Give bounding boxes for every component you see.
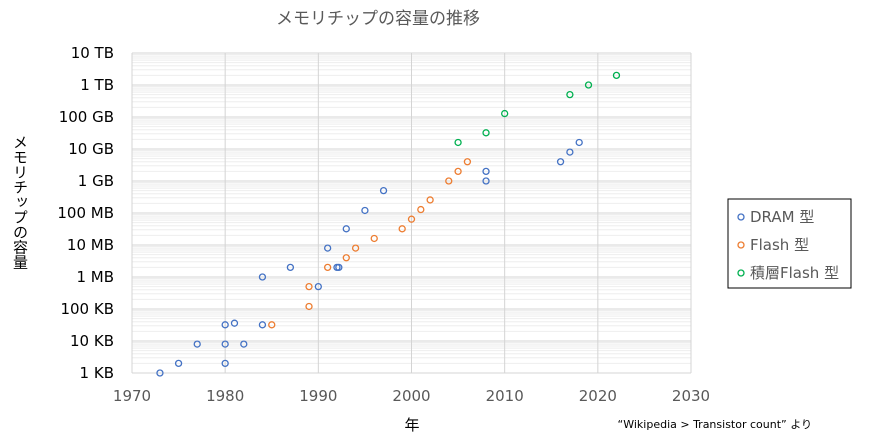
x-tick-label: 2000 xyxy=(392,387,430,405)
data-point xyxy=(417,205,425,214)
data-point xyxy=(258,321,267,329)
data-point xyxy=(174,359,183,368)
y-tick-label: 1 KB xyxy=(80,364,114,382)
source-note: “Wikipedia > Transistor count” より xyxy=(618,418,812,431)
x-tick-label: 2010 xyxy=(486,387,524,405)
data-point xyxy=(258,273,267,281)
data-point xyxy=(454,138,462,147)
data-point xyxy=(335,263,343,272)
y-tick-label: 1 GB xyxy=(78,172,114,190)
x-tick-labels: 1970 1980 1990 2000 2010 2020 2030 xyxy=(113,387,710,405)
data-point xyxy=(370,234,378,243)
data-point xyxy=(575,138,583,147)
y-tick-label: 10 MB xyxy=(67,236,114,254)
legend-label: 積層Flash 型 xyxy=(750,264,839,282)
data-point xyxy=(379,186,388,195)
data-point xyxy=(351,244,360,252)
data-point xyxy=(193,340,201,348)
data-point xyxy=(501,109,509,118)
y-tick-label: 10 GB xyxy=(68,140,114,158)
y-tick-labels: 1 KB 10 KB 100 KB 1 MB 10 MB 100 MB 1 GB 10 GB 1… xyxy=(57,44,114,382)
y-tick-label: 10 TB xyxy=(71,44,114,62)
y-tick-label: 1 TB xyxy=(80,76,114,94)
legend-label: DRAM 型 xyxy=(750,208,814,226)
data-point xyxy=(221,321,229,329)
grid xyxy=(131,52,692,374)
x-axis-label: 年 xyxy=(404,416,419,434)
data-point xyxy=(221,359,229,368)
x-tick-label: 1980 xyxy=(206,387,244,405)
data-point xyxy=(268,321,276,329)
data-point xyxy=(482,129,490,137)
y-tick-label: 100 MB xyxy=(57,204,114,222)
y-tick-label: 100 KB xyxy=(60,300,114,318)
legend-marker xyxy=(737,241,745,249)
data-point xyxy=(482,167,490,176)
chart-title: メモリチップの容量の推移 xyxy=(276,9,480,29)
y-tick-label: 10 KB xyxy=(70,332,114,350)
data-point xyxy=(454,167,462,176)
legend-label: Flash 型 xyxy=(750,236,809,254)
data-point xyxy=(612,71,621,80)
y-tick-label: 1 MB xyxy=(76,268,114,286)
legend-marker xyxy=(737,213,745,221)
data-point xyxy=(463,158,472,166)
data-point xyxy=(240,340,248,348)
legend-marker xyxy=(737,269,745,277)
legend-box xyxy=(727,198,852,289)
data-point xyxy=(342,225,350,233)
data-point xyxy=(398,225,406,233)
data-point xyxy=(323,244,332,252)
data-point xyxy=(305,282,313,291)
data-point xyxy=(566,90,574,99)
data-point xyxy=(407,215,416,223)
data-point xyxy=(445,177,453,185)
data-point xyxy=(482,177,490,185)
data-point xyxy=(230,319,239,327)
data-point xyxy=(286,263,295,272)
y-axis-label: メモリチップの容量 xyxy=(11,135,29,270)
data-point xyxy=(584,81,593,89)
data-point xyxy=(323,263,332,272)
data-point xyxy=(156,369,164,377)
y-tick-label: 100 GB xyxy=(59,108,114,126)
data-point xyxy=(221,340,229,348)
data-point xyxy=(426,196,434,204)
data-point xyxy=(361,206,369,215)
x-tick-label: 2030 xyxy=(672,387,710,405)
data-point xyxy=(342,254,350,262)
x-tick-label: 2020 xyxy=(579,387,617,405)
data-point xyxy=(314,282,322,291)
data-point xyxy=(305,302,313,311)
data-point xyxy=(566,148,574,156)
data-points xyxy=(156,71,621,377)
x-tick-label: 1990 xyxy=(299,387,337,405)
x-tick-label: 1970 xyxy=(113,387,151,405)
data-point xyxy=(556,158,565,166)
